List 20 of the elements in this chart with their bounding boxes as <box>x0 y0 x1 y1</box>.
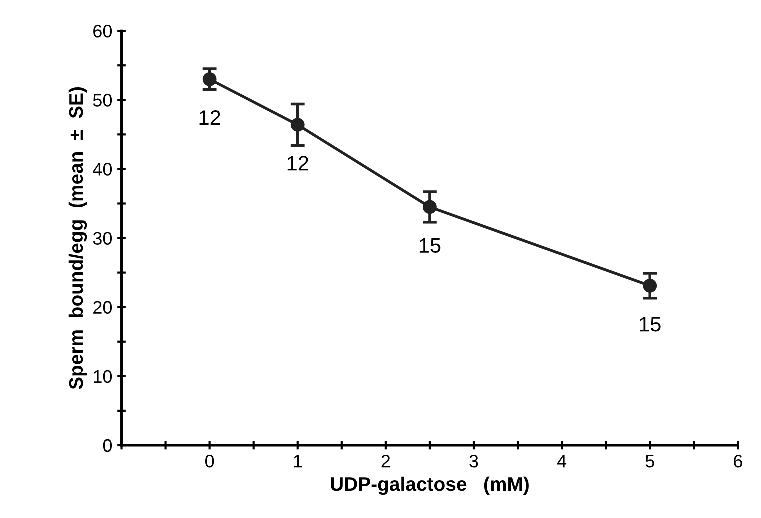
y-tick-label: 50 <box>93 94 112 107</box>
y-tick-label: 10 <box>94 370 112 384</box>
x-tick-label: 6 <box>734 454 742 468</box>
x-axis-title: UDP-galactose (mM) <box>331 476 529 496</box>
y-tick-label: 0 <box>103 439 112 452</box>
y-tick-label: 40 <box>93 163 112 176</box>
annotation: 12 <box>288 156 308 171</box>
annotation: 15 <box>640 317 661 332</box>
y-tick-label: 60 <box>94 25 112 38</box>
y-axis-title: Sperm bound/egg (mean ± SE) <box>68 88 88 390</box>
x-tick-label: 1 <box>294 455 302 468</box>
x-tick-label: 3 <box>470 454 478 468</box>
x-tick-label: 2 <box>382 454 390 468</box>
y-tick-label: 30 <box>93 232 112 245</box>
annotation: 15 <box>420 238 441 254</box>
x-tick-label: 4 <box>557 455 567 468</box>
y-tick-label: 20 <box>94 301 112 314</box>
x-tick-label: 0 <box>206 454 214 468</box>
x-tick-label: 5 <box>646 455 654 468</box>
annotation: 12 <box>200 110 220 126</box>
